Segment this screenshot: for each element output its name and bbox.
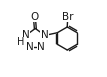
Text: N: N [41,30,49,40]
Text: H: H [17,37,24,47]
Text: N: N [37,42,45,52]
Text: O: O [30,12,39,22]
Text: N: N [22,30,30,40]
Text: N: N [26,42,33,52]
Text: Br: Br [62,12,73,22]
